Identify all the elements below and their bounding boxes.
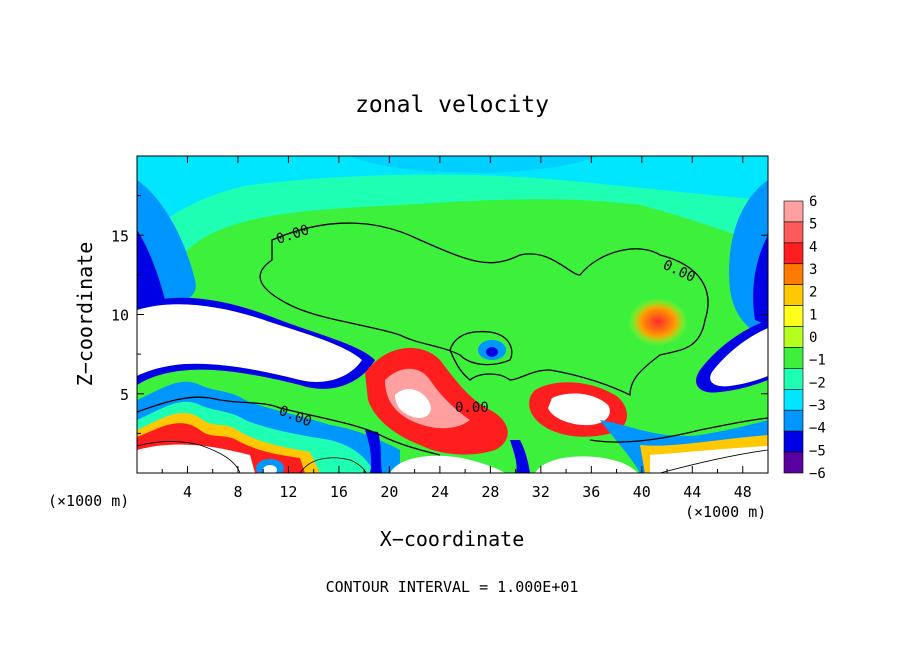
x-tick-label: 12 [279,483,297,501]
y-tick-label: 5 [120,386,129,404]
colorbar-label: −3 [809,398,826,414]
colorbar-swatch [783,263,804,285]
heatmap-field [137,156,768,473]
colorbar-swatch [783,347,804,369]
colorbar-label: 1 [809,307,817,323]
colorbar-label: 4 [809,239,817,255]
x-tick-label: 32 [532,483,550,501]
colorbar-swatch [783,221,804,244]
x-tick-label: 16 [330,483,348,501]
colorbar-swatch [783,305,804,327]
chart-title: zonal velocity [355,92,549,118]
colorbar-label: −1 [809,353,826,369]
colorbar-swatch [783,200,804,223]
y-tick-label: 10 [111,307,129,325]
colorbar-swatch [783,451,804,474]
colorbar-swatch [783,284,804,306]
colorbar-label: −6 [809,466,826,482]
contour-label: 0.00 [455,400,489,416]
x-tick-label: 36 [582,483,600,501]
colorbar-label: 0 [809,330,817,346]
contour-interval-footer: CONTOUR INTERVAL = 1.000E+01 [326,578,579,596]
colorbar-label: −2 [809,375,826,391]
colorbar-label: 5 [809,217,817,233]
colorbar-label: −5 [809,443,826,459]
x-tick-label: 28 [481,483,499,501]
x-axis-label: X−coordinate [380,527,525,551]
colorbar: 6 5 4 3 2 1 0 −1 −2 −3 −4 −5 −6 [783,194,826,482]
x-tick-label: 8 [233,483,242,501]
colorbar-label: 6 [809,194,817,210]
colorbar-swatch [783,368,804,390]
x-tick-label: 44 [683,483,701,501]
colorbar-swatch [783,326,804,348]
colorbar-label: 3 [809,262,817,278]
colorbar-swatch [783,409,804,432]
x-units-label-left: (×1000 m) [48,492,129,510]
colorbar-swatch [783,430,804,453]
colorbar-label: 2 [809,285,817,301]
x-tick-label: 40 [633,483,651,501]
x-tick-label: 24 [431,483,449,501]
y-axis: 5 10 15 [111,195,768,434]
x-tick-label: 20 [380,483,398,501]
y-tick-label: 15 [111,227,129,245]
colorbar-swatch [783,389,804,411]
x-tick-label: 48 [734,483,752,501]
x-axis: 4 8 12 16 20 24 28 32 36 40 44 48 [161,156,752,501]
colorbar-label: −4 [809,421,826,437]
x-tick-label: 4 [183,483,192,501]
y-axis-label: Z−coordinate [73,242,97,387]
colorbar-swatch [783,242,804,265]
x-units-label-right: (×1000 m) [685,503,766,521]
